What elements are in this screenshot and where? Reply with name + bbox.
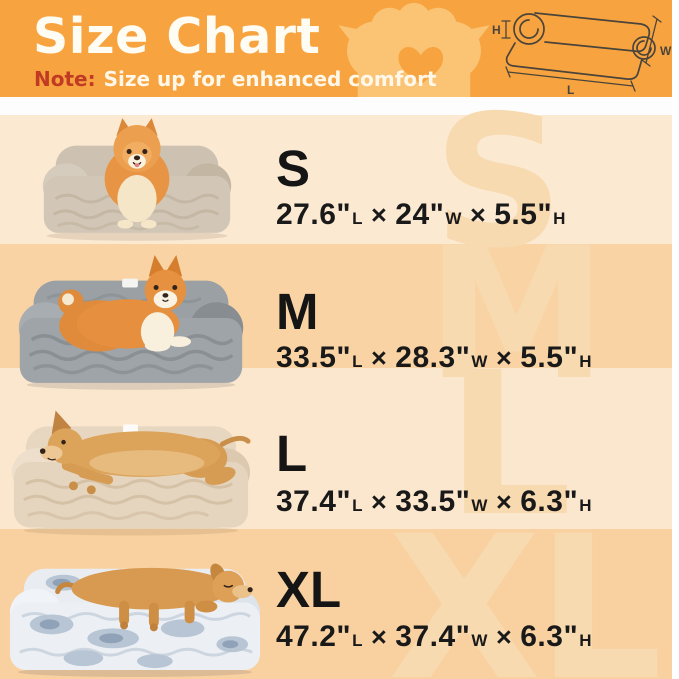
times-separator: × xyxy=(495,487,513,517)
width-unit: W xyxy=(445,209,462,228)
length-value: 33.5" xyxy=(276,341,352,374)
photo-large-bed-tan-dog xyxy=(11,410,251,536)
watermark-letter: XL xyxy=(388,493,663,679)
watermark-letter: M xyxy=(426,208,607,420)
height-unit: H xyxy=(553,209,566,228)
right-margin-strip xyxy=(672,0,679,679)
size-label-l: L xyxy=(276,425,308,482)
height-unit: H xyxy=(579,496,592,515)
times-separator: × xyxy=(495,622,513,652)
times-separator: × xyxy=(495,343,513,373)
height-value: 5.5" xyxy=(520,341,579,374)
times-separator: × xyxy=(371,487,388,517)
watermark-letter: L xyxy=(446,329,572,560)
width-value: 28.3" xyxy=(395,341,471,374)
length-unit: L xyxy=(352,209,364,228)
header-banner: Size Chart Note: Size up for enhanced com… xyxy=(0,0,679,97)
size-label-s: S xyxy=(276,140,311,197)
length-unit: L xyxy=(352,352,364,371)
photo-medium-bed-shiba xyxy=(18,255,244,390)
times-separator: × xyxy=(371,343,388,373)
height-value: 6.3" xyxy=(520,485,579,518)
times-separator: × xyxy=(371,622,388,652)
width-value: 33.5" xyxy=(395,485,471,518)
diagram-h-label: H xyxy=(492,23,501,37)
length-value: 47.2" xyxy=(276,620,352,653)
width-value: 24" xyxy=(395,198,445,231)
pomeranian-dog-illustration xyxy=(104,118,170,229)
length-unit: L xyxy=(352,496,364,515)
width-unit: W xyxy=(471,352,488,371)
dimensions-text-l: 37.4"L × 33.5"W × 6.3"H xyxy=(276,487,592,517)
note-text: Size up for enhanced comfort xyxy=(103,67,437,91)
watermark-letter: S xyxy=(433,76,564,288)
diagram-l-label: L xyxy=(567,83,574,95)
width-value: 37.4" xyxy=(395,620,471,653)
width-unit: W xyxy=(471,496,488,515)
shiba-inu-dog-illustration xyxy=(58,255,192,352)
header-divider xyxy=(0,97,679,115)
photo-xlarge-bed-sleeping-dog xyxy=(9,563,261,677)
dog-head-heart-watermark-icon xyxy=(338,2,490,97)
height-unit: H xyxy=(579,352,592,371)
dimensions-text-m: 33.5"L × 28.3"W × 5.5"H xyxy=(276,343,592,373)
times-separator: × xyxy=(469,200,487,230)
length-value: 37.4" xyxy=(276,485,352,518)
page-title: Size Chart xyxy=(33,8,321,65)
length-unit: L xyxy=(352,631,364,650)
height-unit: H xyxy=(579,631,592,650)
sleeping-tan-dog-illustration xyxy=(55,563,253,632)
heart-icon xyxy=(398,47,444,86)
tan-dog-lying-illustration xyxy=(39,410,251,495)
height-value: 5.5" xyxy=(494,198,553,231)
length-value: 27.6" xyxy=(276,198,352,231)
dimensions-text-xl: 47.2"L × 37.4"W × 6.3"H xyxy=(276,622,592,652)
diagram-w-label: W xyxy=(660,44,672,58)
width-unit: W xyxy=(471,631,488,650)
note: Note: Size up for enhanced comfort xyxy=(34,67,437,91)
dimensions-text-s: 27.6"L × 24"W × 5.5"H xyxy=(276,200,566,230)
times-separator: × xyxy=(371,200,388,230)
photo-small-bed-pomeranian xyxy=(42,118,232,241)
size-label-m: M xyxy=(276,283,319,340)
note-label: Note: xyxy=(34,67,96,91)
bed-dimensions-diagram: H W L xyxy=(492,12,672,95)
size-label-xl: XL xyxy=(276,561,342,618)
height-value: 6.3" xyxy=(520,620,579,653)
